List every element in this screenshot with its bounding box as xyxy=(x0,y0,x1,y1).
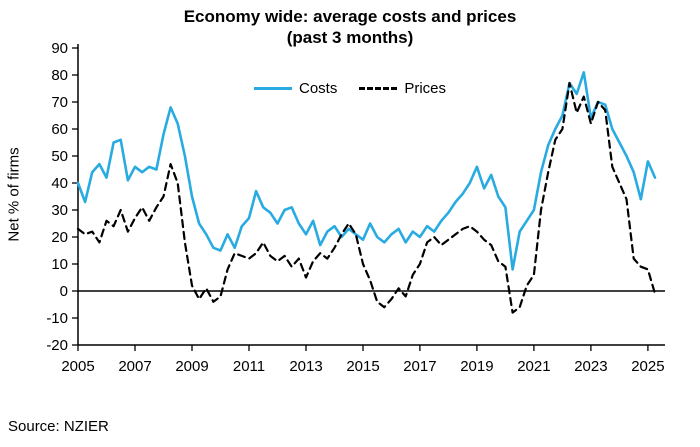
x-tick-label: 2015 xyxy=(346,358,379,375)
y-tick-label: 50 xyxy=(51,148,68,165)
x-tick-label: 2019 xyxy=(460,358,493,375)
y-tick-label: 60 xyxy=(51,121,68,138)
chart-title-line2: (past 3 months) xyxy=(286,28,414,47)
y-tick-label: 40 xyxy=(51,175,68,192)
chart-title: Economy wide: average costs and prices (… xyxy=(0,6,700,48)
y-tick-label: 20 xyxy=(51,229,68,246)
costs-line xyxy=(76,70,657,271)
y-tick-label: 0 xyxy=(60,283,68,300)
x-tick-label: 2013 xyxy=(289,358,322,375)
x-tick-label: 2011 xyxy=(233,358,265,375)
y-tick-label: 90 xyxy=(51,40,68,57)
x-tick-label: 2023 xyxy=(574,358,607,375)
prices-line xyxy=(76,81,657,314)
x-tick-label: 2005 xyxy=(61,358,94,375)
y-tick-label: -10 xyxy=(46,310,68,327)
x-tick-label: 2017 xyxy=(403,358,436,375)
x-tick-label: 2009 xyxy=(175,358,208,375)
legend-label-prices: Prices xyxy=(404,80,447,97)
prices-line-sample-icon xyxy=(359,87,398,90)
x-tick-label: 2007 xyxy=(118,358,151,375)
y-tick-label: 10 xyxy=(51,256,68,273)
chart-plot: 90 80 70 60 50 40 30 20 10 0 -10 -20 2005 2007 2009 201… xyxy=(46,40,665,375)
x-tick-label: 2025 xyxy=(631,358,664,375)
legend-label-costs: Costs xyxy=(298,80,338,97)
y-tick-label: 70 xyxy=(51,94,68,111)
y-tick-label: 80 xyxy=(51,67,68,84)
y-tick-label: -20 xyxy=(46,337,68,354)
chart-title-line1: Economy wide: average costs and prices xyxy=(183,7,517,26)
y-tick-label: 30 xyxy=(51,202,68,219)
costs-line-sample-icon xyxy=(253,87,292,90)
legend-item-prices: Prices xyxy=(359,80,446,97)
x-tick-label: 2021 xyxy=(517,358,550,375)
chart-legend: Costs Prices xyxy=(0,80,700,97)
source-note: Source: NZIER xyxy=(8,418,109,435)
legend-item-costs: Costs xyxy=(253,80,338,97)
